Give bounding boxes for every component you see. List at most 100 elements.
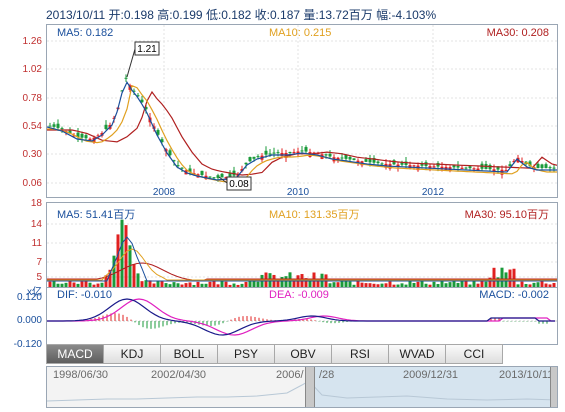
volume-bar	[180, 284, 184, 287]
volume-bar	[184, 283, 188, 287]
x-tick-label: 2010	[287, 187, 310, 197]
volume-bar	[216, 284, 220, 287]
volume-chart-panel[interactable]: MA5: 51.41百万 MA10: 131.35百万 MA30: 95.10百…	[46, 202, 558, 288]
candlestick	[520, 157, 524, 163]
volume-bar	[360, 282, 364, 287]
peak-label: 1.21	[137, 44, 157, 55]
dif-label: DIF: -0.010	[57, 289, 113, 301]
volume-bar	[444, 283, 448, 287]
volume-bar	[196, 281, 200, 287]
quote-header: 2013/10/11 开:0.198 高:0.199 低:0.182 收:0.1…	[46, 6, 436, 23]
macd-bar	[306, 318, 308, 321]
candlestick	[220, 173, 224, 178]
macd-bar	[174, 321, 176, 324]
tab-psy[interactable]: PSY	[218, 344, 275, 364]
quote-high: 高:0.199	[157, 8, 203, 22]
volume-ma30-label: MA30: 95.10百万	[464, 209, 549, 221]
volume-bar	[136, 273, 140, 287]
volume-bar	[496, 277, 500, 287]
candlestick	[484, 160, 488, 170]
volume-bar	[424, 283, 428, 287]
navigator-left-handle[interactable]	[305, 367, 315, 407]
navigator-date: 2006/	[276, 369, 304, 381]
navigator-date: 2009/12/31	[403, 369, 459, 381]
volume-bar	[372, 283, 376, 287]
candlestick	[132, 88, 136, 95]
macd-bar	[498, 318, 500, 321]
volume-bar	[456, 283, 460, 287]
macd-bar	[494, 318, 496, 321]
volume-bar	[344, 280, 348, 287]
volume-bar	[236, 284, 240, 287]
macd-chart-panel[interactable]: DIF: -0.010 DEA: -0.009 MACD: -0.002	[46, 287, 558, 345]
macd-tick-label: -0.120	[13, 339, 42, 350]
tab-rsi[interactable]: RSI	[332, 344, 389, 364]
volume-bar	[332, 282, 336, 287]
candlestick	[56, 119, 60, 131]
macd-bar	[266, 319, 268, 321]
time-navigator[interactable]: 1998/06/30 2002/04/30 2006/ /28 2009/12/…	[46, 366, 558, 408]
macd-bar	[134, 321, 136, 323]
volume-ma5-label: MA5: 51.41百万	[57, 209, 136, 221]
tab-boll[interactable]: BOLL	[161, 344, 218, 364]
tab-kdj[interactable]: KDJ	[104, 344, 161, 364]
candlestick	[232, 166, 236, 178]
price-gridlines	[47, 25, 557, 185]
dif-line	[47, 298, 555, 336]
volume-bar	[480, 281, 484, 287]
volume-bar	[464, 280, 468, 287]
ma5-line	[47, 81, 557, 181]
macd-bar	[162, 321, 164, 327]
navigator-right-handle[interactable]	[550, 367, 557, 407]
macd-bar	[338, 321, 340, 323]
macd-bar	[522, 321, 524, 322]
volume-tick-label: 11	[31, 238, 42, 249]
volume-bar	[292, 279, 296, 287]
volume-bar	[328, 283, 332, 287]
volume-bar	[468, 284, 472, 287]
price-chart-panel[interactable]: 1.21 0.08 2008 2010 2012 MA5: 0.182 MA10…	[46, 24, 558, 198]
volume-chart[interactable]	[47, 203, 557, 287]
low-callout: 0.08	[218, 176, 252, 191]
volume-bar	[448, 282, 452, 287]
tab-macd[interactable]: MACD	[46, 344, 104, 364]
volume-bar	[356, 280, 360, 287]
volume-bar	[52, 281, 56, 287]
macd-bar	[530, 321, 532, 322]
volume-bar	[68, 280, 72, 287]
candlestick	[328, 150, 332, 158]
macd-bar	[130, 319, 132, 321]
volume-bar	[384, 283, 388, 287]
volume-bar	[308, 278, 312, 287]
price-chart[interactable]: 1.21 0.08 2008 2010 2012	[47, 25, 557, 197]
candlestick	[124, 74, 128, 82]
tab-wvad[interactable]: WVAD	[389, 344, 446, 364]
volume-bar	[116, 234, 120, 287]
volume-bar	[240, 283, 244, 287]
candlestick	[544, 162, 548, 169]
candlestick	[536, 162, 540, 169]
quote-date: 2013/10/11	[46, 8, 106, 22]
quote-open: 开:0.198	[108, 8, 154, 22]
indicator-tabs: MACD KDJ BOLL PSY OBV RSI WVAD CCI	[46, 344, 503, 364]
volume-bar	[352, 284, 356, 287]
volume-bar	[244, 281, 248, 287]
macd-bar	[514, 321, 516, 322]
macd-bar	[122, 314, 124, 321]
macd-bar	[234, 318, 236, 321]
tab-cci[interactable]: CCI	[446, 344, 503, 364]
macd-bar	[542, 321, 544, 324]
candlestick	[432, 164, 436, 168]
candlestick	[140, 95, 144, 103]
macd-bar	[202, 321, 204, 326]
tab-obv[interactable]: OBV	[275, 344, 332, 364]
macd-chart[interactable]	[47, 288, 557, 344]
navigator-selection-area	[309, 367, 557, 407]
volume-bar	[64, 282, 68, 287]
macd-bar	[146, 321, 148, 329]
candlestick	[508, 161, 512, 167]
macd-bar	[322, 321, 324, 323]
macd-bar	[258, 317, 260, 321]
volume-bar	[248, 279, 252, 287]
candlestick	[472, 167, 476, 172]
